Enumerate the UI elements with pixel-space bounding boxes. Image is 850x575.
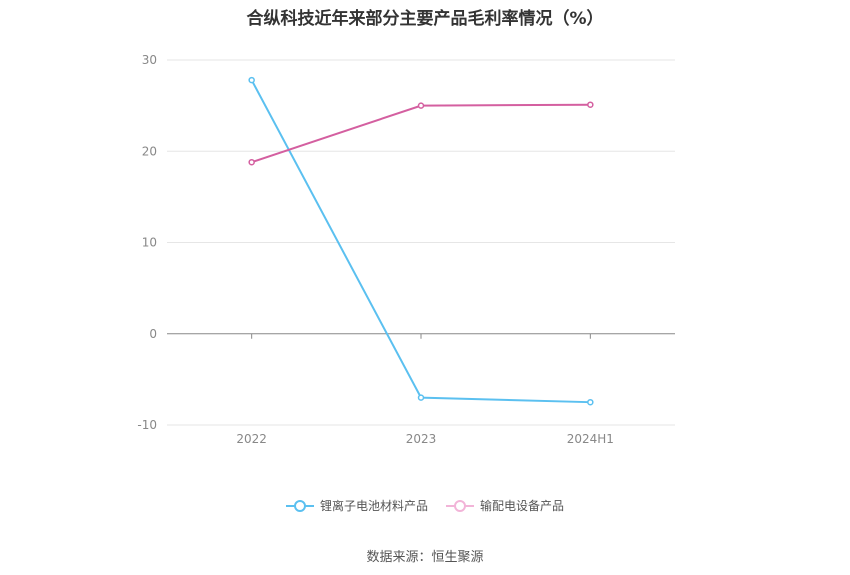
data-point-series-2 xyxy=(587,101,594,108)
legend-label-series-1: 锂离子电池材料产品 xyxy=(319,499,428,513)
chart-legend: 锂离子电池材料产品 输配电设备产品 xyxy=(0,497,850,514)
series-line-1 xyxy=(250,79,591,404)
legend-label-series-2: 输配电设备产品 xyxy=(480,499,565,513)
legend-swatch-series-1 xyxy=(285,499,314,512)
data-point-series-1 xyxy=(417,394,425,401)
x-tick-label: 2024H1 xyxy=(567,432,614,446)
y-tick-label: 30 xyxy=(142,53,157,67)
data-source: 数据来源：恒生聚源 xyxy=(366,550,484,565)
line-chart: 30 20 10 0 -10 2022 2023 2024H1 xyxy=(137,53,675,446)
y-tick-label: 0 xyxy=(149,327,157,341)
data-point-series-2 xyxy=(248,158,255,166)
series-line-2 xyxy=(251,103,591,164)
y-tick-label: 10 xyxy=(142,236,157,250)
legend-item-series-1[interactable]: 锂离子电池材料产品 xyxy=(285,497,428,514)
data-point-series-1 xyxy=(248,76,255,84)
legend-swatch-series-2 xyxy=(446,499,474,512)
data-point-series-2 xyxy=(417,102,425,109)
x-tick-label: 2022 xyxy=(236,432,267,446)
x-tick-label: 2023 xyxy=(406,432,437,446)
y-tick-label: 20 xyxy=(142,144,157,158)
y-tick-label: -10 xyxy=(137,418,157,432)
legend-item-series-2[interactable]: 输配电设备产品 xyxy=(446,497,564,514)
chart-title: 合纵科技近年来部分主要产品毛利率情况（%） xyxy=(246,9,604,29)
data-point-series-1 xyxy=(587,398,594,406)
